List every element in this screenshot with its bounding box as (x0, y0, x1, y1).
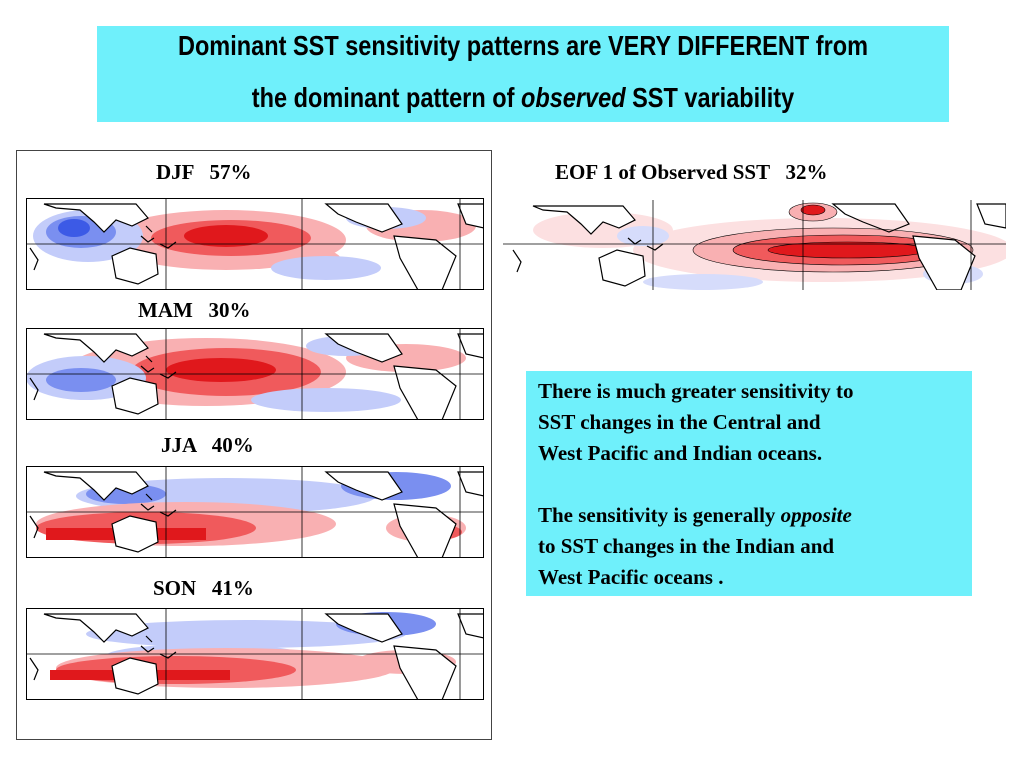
explanation-line: to SST changes in the Indian and (538, 534, 835, 558)
explanation-paragraph-1: There is much greater sensitivity to SST… (538, 376, 968, 469)
season-label-jja: JJA 40% (161, 433, 254, 457)
explanation-line: West Pacific oceans . (538, 565, 724, 589)
title-banner: Dominant SST sensitivity patterns are VE… (97, 26, 949, 122)
title-line-2: the dominant pattern of observed SST var… (165, 82, 881, 114)
season-label-mam: MAM 30% (138, 298, 251, 322)
season-label-djf: DJF 57% (156, 160, 252, 184)
explanation-line: SST changes in the Central and (538, 410, 821, 434)
explanation-line-start: The sensitivity is generally (538, 503, 781, 527)
season-label-son: SON 41% (153, 576, 254, 600)
title-emphasis: observed (520, 82, 626, 113)
map-jja (26, 466, 484, 558)
explanation-line: There is much greater sensitivity to (538, 379, 854, 403)
map-djf (26, 198, 484, 290)
title-line-2-end: SST variability (625, 82, 795, 113)
map-eof1 (503, 200, 1006, 290)
map-mam (26, 328, 484, 420)
explanation-line: West Pacific and Indian oceans. (538, 441, 823, 465)
title-line-1: Dominant SST sensitivity patterns are VE… (177, 30, 869, 61)
explanation-line: The sensitivity is generally opposite (538, 500, 968, 531)
eof-label: EOF 1 of Observed SST 32% (555, 160, 828, 184)
explanation-paragraph-2: The sensitivity is generally opposite to… (538, 500, 968, 593)
explanation-box: There is much greater sensitivity to SST… (526, 371, 972, 596)
map-son (26, 608, 484, 700)
explanation-emphasis: opposite (780, 503, 852, 527)
title-line-2-start: the dominant pattern of (251, 82, 521, 113)
